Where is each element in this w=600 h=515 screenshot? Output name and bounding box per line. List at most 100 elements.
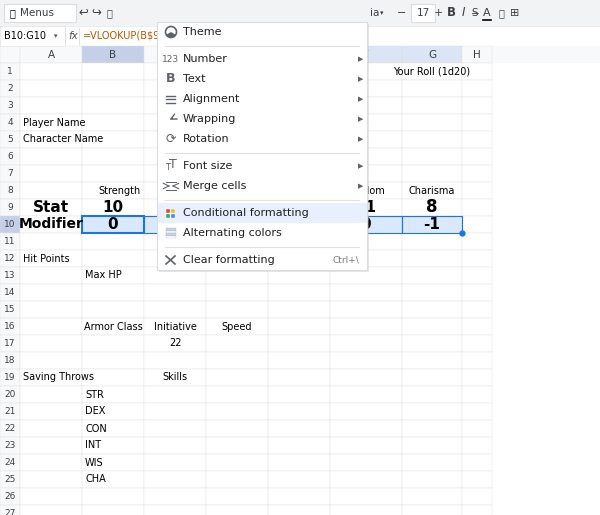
Bar — [206, 97, 268, 114]
Bar — [206, 335, 268, 352]
Bar — [82, 216, 144, 233]
Bar — [0, 335, 20, 352]
Bar — [20, 369, 82, 386]
Bar — [462, 199, 492, 216]
Bar — [330, 437, 402, 454]
Bar — [330, 420, 402, 437]
Bar — [166, 228, 176, 231]
Bar — [462, 216, 492, 233]
Text: 12: 12 — [4, 254, 16, 263]
Bar — [462, 505, 492, 515]
Text: Conditional formatting: Conditional formatting — [183, 208, 309, 218]
Text: STR: STR — [85, 389, 104, 400]
Bar — [330, 46, 402, 63]
Text: B10:G10: B10:G10 — [4, 31, 46, 41]
Text: ▶: ▶ — [358, 96, 364, 102]
Bar — [157, 22, 367, 270]
Bar — [462, 488, 492, 505]
Bar — [171, 214, 175, 218]
Bar — [82, 46, 144, 63]
Bar — [402, 148, 462, 165]
Bar — [206, 318, 268, 335]
Bar — [20, 199, 82, 216]
Bar — [144, 335, 206, 352]
Bar — [0, 233, 20, 250]
Bar — [82, 250, 144, 267]
Text: 6: 6 — [7, 152, 13, 161]
Text: I: I — [461, 7, 465, 20]
Bar — [144, 437, 206, 454]
Bar — [462, 335, 492, 352]
Bar — [402, 369, 462, 386]
Bar — [206, 233, 268, 250]
Bar — [206, 63, 268, 80]
Text: Rotation: Rotation — [183, 134, 230, 144]
Bar — [206, 80, 268, 97]
Bar — [20, 335, 82, 352]
Bar — [206, 216, 268, 233]
Bar — [82, 199, 144, 216]
Bar — [462, 80, 492, 97]
Bar — [144, 505, 206, 515]
Text: Hit Points: Hit Points — [23, 253, 70, 264]
Bar — [20, 318, 82, 335]
Text: 10: 10 — [4, 220, 16, 229]
Bar — [157, 22, 367, 42]
Bar — [20, 505, 82, 515]
Bar — [206, 267, 268, 284]
Bar — [0, 114, 20, 131]
Bar — [20, 471, 82, 488]
Text: 27: 27 — [4, 509, 16, 515]
Text: 24: 24 — [4, 458, 16, 467]
Text: ▾: ▾ — [380, 10, 383, 16]
Bar — [206, 352, 268, 369]
Text: T: T — [169, 159, 177, 171]
Text: 8: 8 — [426, 198, 438, 216]
Bar — [20, 352, 82, 369]
Bar — [330, 318, 402, 335]
Bar — [82, 114, 144, 131]
Text: Ctrl+\: Ctrl+\ — [332, 255, 359, 265]
Text: Wrapping: Wrapping — [183, 114, 236, 124]
Text: 23: 23 — [4, 441, 16, 450]
Bar — [268, 165, 330, 182]
Bar — [20, 386, 82, 403]
Bar — [159, 24, 369, 272]
Text: CON: CON — [85, 423, 107, 434]
Bar — [82, 182, 144, 199]
Bar — [82, 148, 144, 165]
Text: ▾: ▾ — [54, 33, 58, 39]
Bar — [206, 148, 268, 165]
Bar — [20, 267, 82, 284]
Bar — [82, 403, 144, 420]
Bar — [82, 488, 144, 505]
Bar — [462, 352, 492, 369]
Bar — [462, 250, 492, 267]
Bar — [402, 386, 462, 403]
Bar — [206, 216, 268, 233]
Bar — [402, 114, 462, 131]
Bar — [20, 148, 82, 165]
Bar — [268, 199, 330, 216]
Bar — [268, 471, 330, 488]
Bar — [0, 352, 20, 369]
Bar — [402, 216, 462, 233]
Text: 9: 9 — [7, 203, 13, 212]
Bar — [268, 80, 330, 97]
Bar — [268, 233, 330, 250]
Bar — [268, 97, 330, 114]
Bar — [462, 369, 492, 386]
Text: Saving Throws: Saving Throws — [23, 372, 94, 383]
Bar — [144, 182, 206, 199]
Bar — [0, 131, 20, 148]
Bar — [462, 437, 492, 454]
Text: 1: 1 — [7, 67, 13, 76]
Bar — [330, 488, 402, 505]
Bar — [82, 335, 144, 352]
Bar — [268, 318, 330, 335]
Bar — [462, 148, 492, 165]
Bar — [411, 4, 435, 22]
Bar — [462, 165, 492, 182]
Bar — [82, 352, 144, 369]
Bar — [20, 216, 82, 233]
